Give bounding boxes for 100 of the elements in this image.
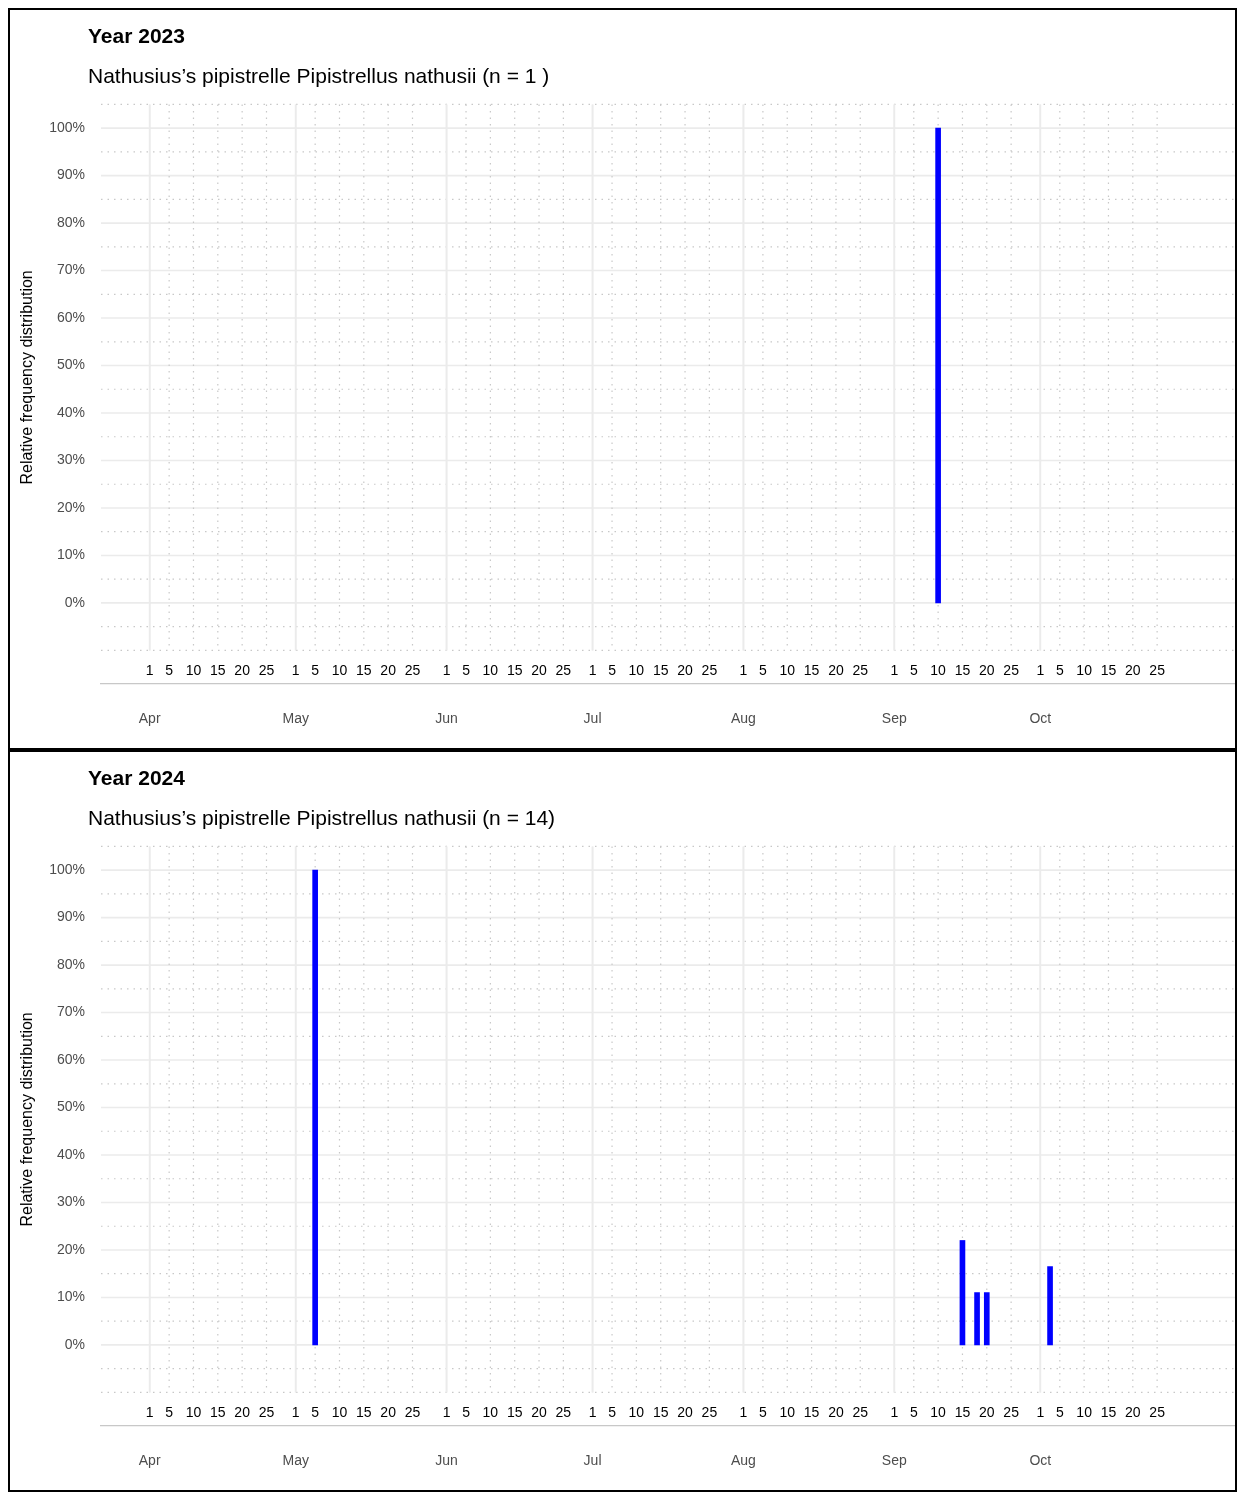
x-tick-label: 20	[531, 661, 548, 678]
x-tick-label: 1	[291, 1403, 300, 1420]
y-tick-label: 10%	[56, 546, 86, 563]
x-tick-label: 10	[1076, 1403, 1093, 1420]
x-tick-label: 1	[145, 661, 154, 678]
x-tick-label: 20	[677, 661, 694, 678]
x-tick-label: 15	[356, 661, 372, 678]
x-tick-label: 10	[628, 1403, 645, 1420]
x-tick-label: 20	[979, 661, 995, 678]
x-tick-label: 20	[979, 1403, 995, 1420]
x-tick-label: 5	[909, 1403, 918, 1420]
x2-tick-label: Aug	[730, 1452, 756, 1469]
y-tick-label: 20%	[56, 498, 86, 515]
x-tick-label: 5	[165, 1403, 174, 1420]
x-tick-label: 15	[954, 1403, 971, 1420]
x-tick-label: 5	[462, 1403, 471, 1420]
x-tick-label: 10	[930, 1403, 947, 1420]
x2-tick-label: May	[282, 1452, 309, 1469]
x-tick-label: 15	[954, 661, 971, 678]
x2-tick-label: Jul	[583, 710, 602, 727]
x-tick-label: 25	[258, 661, 275, 678]
y-tick-label: 100%	[49, 861, 86, 877]
x-tick-label: 1	[1036, 1403, 1045, 1420]
x-tick-label: 1	[890, 661, 899, 678]
x-tick-label: 1	[739, 1403, 748, 1420]
x-tick-label: 20	[380, 1403, 397, 1420]
x-tick-label: 5	[1055, 661, 1064, 678]
x-tick-label: 5	[1055, 1403, 1064, 1420]
y-tick-label: 80%	[56, 213, 86, 230]
x-tick-label: 5	[165, 661, 174, 678]
y-tick-label: 0%	[64, 593, 86, 610]
y-tick-label: 40%	[56, 1145, 86, 1162]
x-tick-label: 15	[803, 1403, 820, 1420]
x-tick-label: 25	[852, 661, 869, 678]
x-tick-label: 1	[442, 1403, 451, 1420]
y-tick-label: 70%	[56, 1003, 86, 1020]
x-tick-label: 10	[331, 661, 348, 678]
x-tick-label: 15	[506, 661, 523, 678]
y-tick-label: 40%	[56, 403, 86, 420]
chart-title: Year 2024	[87, 765, 186, 790]
x-tick-label: 5	[759, 1403, 768, 1420]
x2-tick-label: Apr	[138, 710, 161, 727]
x-tick-label: 5	[311, 661, 320, 678]
x-tick-label: 20	[234, 661, 251, 678]
bar	[974, 1292, 980, 1346]
y-tick-label: 30%	[56, 1193, 86, 1210]
x-tick-label: 20	[828, 661, 844, 678]
y-tick-label: 90%	[56, 908, 86, 925]
y-tick-label: 10%	[56, 1288, 86, 1305]
x-tick-label: 15	[1100, 661, 1117, 678]
x-tick-label: 10	[185, 1403, 202, 1420]
x-tick-label: 10	[185, 661, 202, 678]
y-tick-label: 90%	[56, 166, 86, 183]
x-tick-label: 15	[356, 1403, 372, 1420]
x-tick-label: 10	[628, 661, 645, 678]
x-tick-label: 5	[462, 661, 471, 678]
x-tick-label: 15	[652, 1403, 669, 1420]
x-tick-label: 25	[404, 1403, 421, 1420]
x2-tick-label: Sep	[881, 1452, 907, 1469]
x-tick-label: 5	[311, 1403, 320, 1420]
x-tick-label: 25	[1149, 1403, 1166, 1420]
x-tick-label: 25	[258, 1403, 275, 1420]
x-tick-label: 25	[404, 661, 421, 678]
x-tick-label: 15	[506, 1403, 523, 1420]
y-tick-label: 50%	[56, 356, 86, 373]
x-tick-label: 10	[331, 1403, 348, 1420]
x-tick-label: 15	[803, 661, 820, 678]
x-tick-label: 1	[291, 661, 300, 678]
x-tick-label: 20	[234, 1403, 251, 1420]
y-tick-label: 50%	[56, 1098, 86, 1115]
y-axis-title: Relative frequency distribution	[18, 1012, 36, 1227]
x-tick-label: 1	[442, 661, 451, 678]
chart-title: Year 2023	[87, 23, 186, 48]
x-tick-label: 10	[930, 661, 947, 678]
x-tick-label: 25	[701, 661, 718, 678]
x-tick-label: 1	[739, 661, 748, 678]
x-tick-label: 20	[677, 1403, 694, 1420]
x-tick-label: 10	[779, 1403, 796, 1420]
y-tick-label: 30%	[56, 451, 86, 468]
x-tick-label: 10	[779, 661, 796, 678]
x-tick-label: 1	[145, 1403, 154, 1420]
x-tick-label: 20	[1125, 661, 1141, 678]
x-tick-label: 1	[1036, 661, 1045, 678]
x-tick-label: 5	[909, 661, 918, 678]
x-tick-label: 5	[608, 1403, 617, 1420]
x2-tick-label: Aug	[730, 710, 756, 727]
y-tick-label: 60%	[56, 1050, 86, 1067]
bar	[983, 1292, 990, 1346]
x2-tick-label: Oct	[1029, 1452, 1052, 1469]
x-tick-label: 25	[1003, 1403, 1020, 1420]
y-tick-label: 0%	[64, 1335, 86, 1352]
x-tick-label: 10	[482, 661, 499, 678]
x-tick-label: 10	[482, 1403, 499, 1420]
x-tick-label: 20	[828, 1403, 844, 1420]
x-tick-label: 25	[1149, 661, 1166, 678]
bar	[1047, 1266, 1053, 1346]
x2-tick-label: Jun	[435, 710, 458, 727]
x-tick-label: 25	[555, 1403, 572, 1420]
x-tick-label: 20	[380, 661, 397, 678]
chart-subtitle: Nathusius’s pipistrelle Pipistrellus nathusii (n = 14)	[87, 805, 557, 830]
